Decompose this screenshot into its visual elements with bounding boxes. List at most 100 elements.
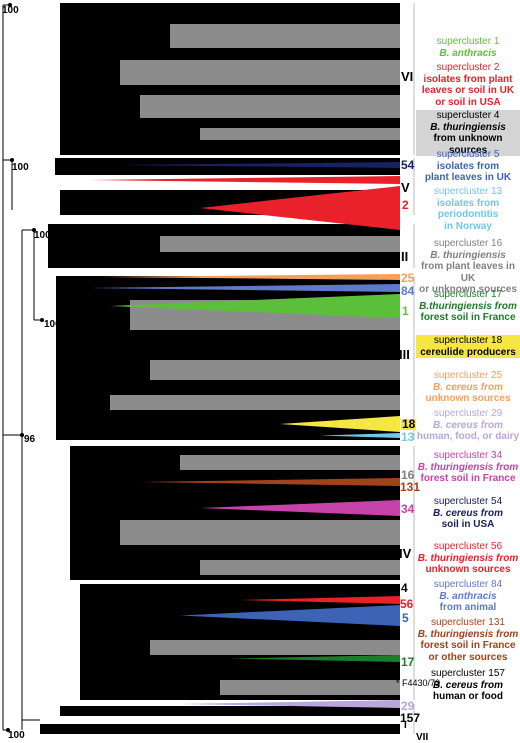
legend-title: supercluster 1 xyxy=(436,36,500,47)
tip-label-13: 13 xyxy=(401,430,415,444)
legend-sc17: supercluster 17 B.thuringiensis from for… xyxy=(416,289,520,324)
clade-label-v: V xyxy=(401,180,410,195)
bootstrap-node xyxy=(6,728,10,732)
legend-title: supercluster 84 xyxy=(433,579,503,590)
legend-sc13: supercluster 13 isolates from periodonti… xyxy=(416,186,520,232)
legend-text: unknown sources xyxy=(425,393,511,404)
supercluster-wedge xyxy=(100,274,400,280)
legend-text: B. thuringiensis from xyxy=(417,461,519,473)
bootstrap-node xyxy=(40,318,44,322)
clade-label-vi: VI xyxy=(401,69,414,84)
tip-label-1: 1 xyxy=(402,304,409,318)
bootstrap-node xyxy=(10,158,14,162)
legend-text: B. thuringiensis from xyxy=(417,552,519,564)
clade-label-iv: IV xyxy=(399,546,412,561)
tip-label-29: 29 xyxy=(401,699,415,713)
subtree-gap xyxy=(180,455,400,470)
legend-text: soil in USA xyxy=(441,519,495,530)
legend-text: from unknown sources xyxy=(433,133,503,156)
legend-text: unknown sources xyxy=(425,564,511,575)
supercluster-wedge xyxy=(120,162,400,168)
bootstrap-value: 100 xyxy=(44,319,61,330)
supercluster-wedge xyxy=(90,176,400,184)
legend-text: periodontitis xyxy=(437,209,499,220)
subtree-gap xyxy=(140,95,400,118)
leaf-block xyxy=(40,724,400,734)
supercluster-wedge xyxy=(200,186,400,230)
legend-title: supercluster 25 xyxy=(433,370,503,381)
supercluster-wedge xyxy=(240,596,400,604)
clade-label-vii: VII xyxy=(416,732,429,743)
legend-text: forest soil in France xyxy=(420,473,516,484)
legend-text: B. thuringiensis xyxy=(430,121,506,133)
tip-label-56: 56 xyxy=(400,597,414,611)
tip-label-5: 5 xyxy=(402,611,409,625)
supercluster-wedge xyxy=(90,284,400,292)
tip-label-2: 2 xyxy=(402,198,409,212)
legend-text: human or food xyxy=(433,691,503,702)
supercluster-wedge xyxy=(180,605,400,626)
bootstrap-node xyxy=(20,433,24,437)
tip-label-84: 84 xyxy=(401,284,415,298)
tip-label-4: 4 xyxy=(401,581,408,595)
tip-label-34: 34 xyxy=(401,502,415,516)
clade-label-iii: III xyxy=(399,347,410,362)
subtree-gap xyxy=(110,395,400,410)
legend-text: isolates from xyxy=(436,197,500,209)
subtree-gap xyxy=(150,640,400,655)
legend-text: or other sources xyxy=(428,651,508,663)
legend-sc84: supercluster 84 B. anthracis from animal xyxy=(416,579,520,614)
leaf-block xyxy=(60,706,400,716)
legend-title: supercluster 34 xyxy=(433,450,503,461)
legend-title: supercluster 18 xyxy=(433,335,503,346)
legend-text: B. cereus from xyxy=(432,419,504,431)
legend-sc157: supercluster 157 B. cereus from human or… xyxy=(416,668,520,703)
legend-text: leaves or soil in UK xyxy=(421,85,515,96)
legend-sc54: supercluster 54 B. cereus from soil in U… xyxy=(416,496,520,531)
supercluster-wedge xyxy=(280,416,400,432)
bootstrap-node xyxy=(8,3,12,7)
legend-text: B. thuringiensis xyxy=(430,249,506,261)
supercluster-wedge xyxy=(180,700,400,708)
subtree-gap xyxy=(150,360,400,380)
tip-label-54: 54 xyxy=(401,158,415,172)
legend-text: from plant leaves in UK xyxy=(421,261,515,284)
leaf-block xyxy=(55,158,400,175)
legend-title: supercluster 131 xyxy=(431,617,505,628)
subtree-gap xyxy=(170,24,400,48)
bootstrap-value: 100 xyxy=(2,5,19,16)
legend-sc25: supercluster 25 B. cereus from unknown s… xyxy=(416,370,520,405)
legend-text: B. anthracis xyxy=(439,590,497,602)
legend-sc56: supercluster 56 B. thuringiensis from un… xyxy=(416,541,520,576)
subtree-gap xyxy=(200,128,400,140)
legend-sc16: supercluster 16 B. thuringiensis from pl… xyxy=(416,238,520,296)
subtree-gap xyxy=(220,680,400,695)
legend-text: isolates from xyxy=(436,160,500,172)
legend-text: cereulide producers xyxy=(420,346,516,358)
bootstrap-node xyxy=(32,228,36,232)
tip-label-157: 157 xyxy=(400,711,421,725)
bootstrap-value: 96 xyxy=(24,434,36,445)
clade-label-ii: II xyxy=(401,249,409,264)
legend-title: supercluster 2 xyxy=(436,62,500,73)
legend-text: or unknown sources xyxy=(419,284,517,295)
strain-label: * F4430/73 xyxy=(396,678,441,688)
subtree-gap xyxy=(200,560,400,575)
legend-text: isolates from plant xyxy=(423,73,513,85)
legend-text: human, food, or dairy xyxy=(416,431,520,442)
tip-label-16: 16 xyxy=(401,468,415,482)
bootstrap-value: 100 xyxy=(34,230,51,241)
legend-text: B. cereus from xyxy=(432,507,504,519)
legend-text: B. thuringiensis from xyxy=(417,628,519,640)
legend-sc1: supercluster 1 B. anthracis xyxy=(416,36,520,59)
subtree-gap xyxy=(120,60,400,85)
legend-title: supercluster 4 xyxy=(436,110,500,121)
legend-text: B. cereus from xyxy=(432,679,504,691)
legend-title: supercluster 29 xyxy=(433,408,503,419)
legend-title: supercluster 17 xyxy=(433,289,503,300)
legend-title: supercluster 54 xyxy=(433,496,503,507)
legend-sc29: supercluster 29 B. cereus from human, fo… xyxy=(416,408,520,443)
legend-text: or soil in USA xyxy=(435,96,501,108)
tip-label-25: 25 xyxy=(401,271,415,285)
